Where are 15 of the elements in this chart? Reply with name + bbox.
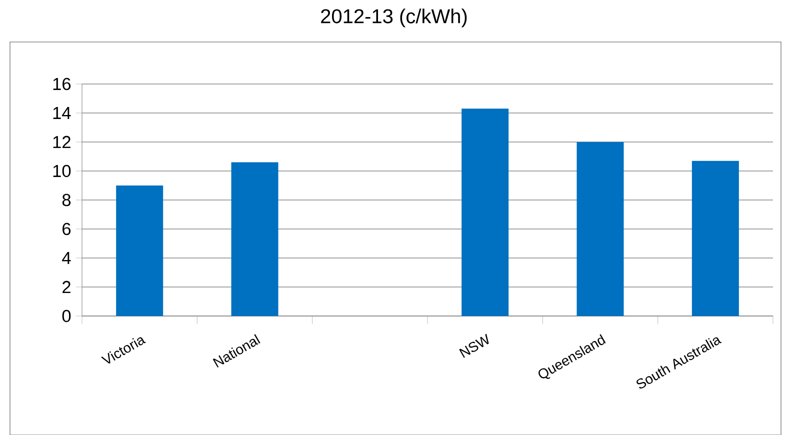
y-tick-label: 4 <box>62 252 71 264</box>
bar <box>116 185 164 316</box>
bar <box>231 162 278 316</box>
y-tick-label: 8 <box>62 194 71 206</box>
bar <box>692 160 739 316</box>
bar <box>462 108 509 316</box>
y-tick-label: 16 <box>53 78 71 90</box>
chart-title: 2012-13 (c/kWh) <box>321 8 467 28</box>
bar <box>576 142 624 316</box>
y-tick-label: 0 <box>62 310 71 322</box>
y-tick-label: 14 <box>53 107 71 119</box>
y-tick-label: 6 <box>62 222 71 236</box>
y-tick-label: 2 <box>62 280 70 294</box>
y-tick-label: 10 <box>53 164 71 178</box>
y-tick-label: 12 <box>53 136 70 148</box>
